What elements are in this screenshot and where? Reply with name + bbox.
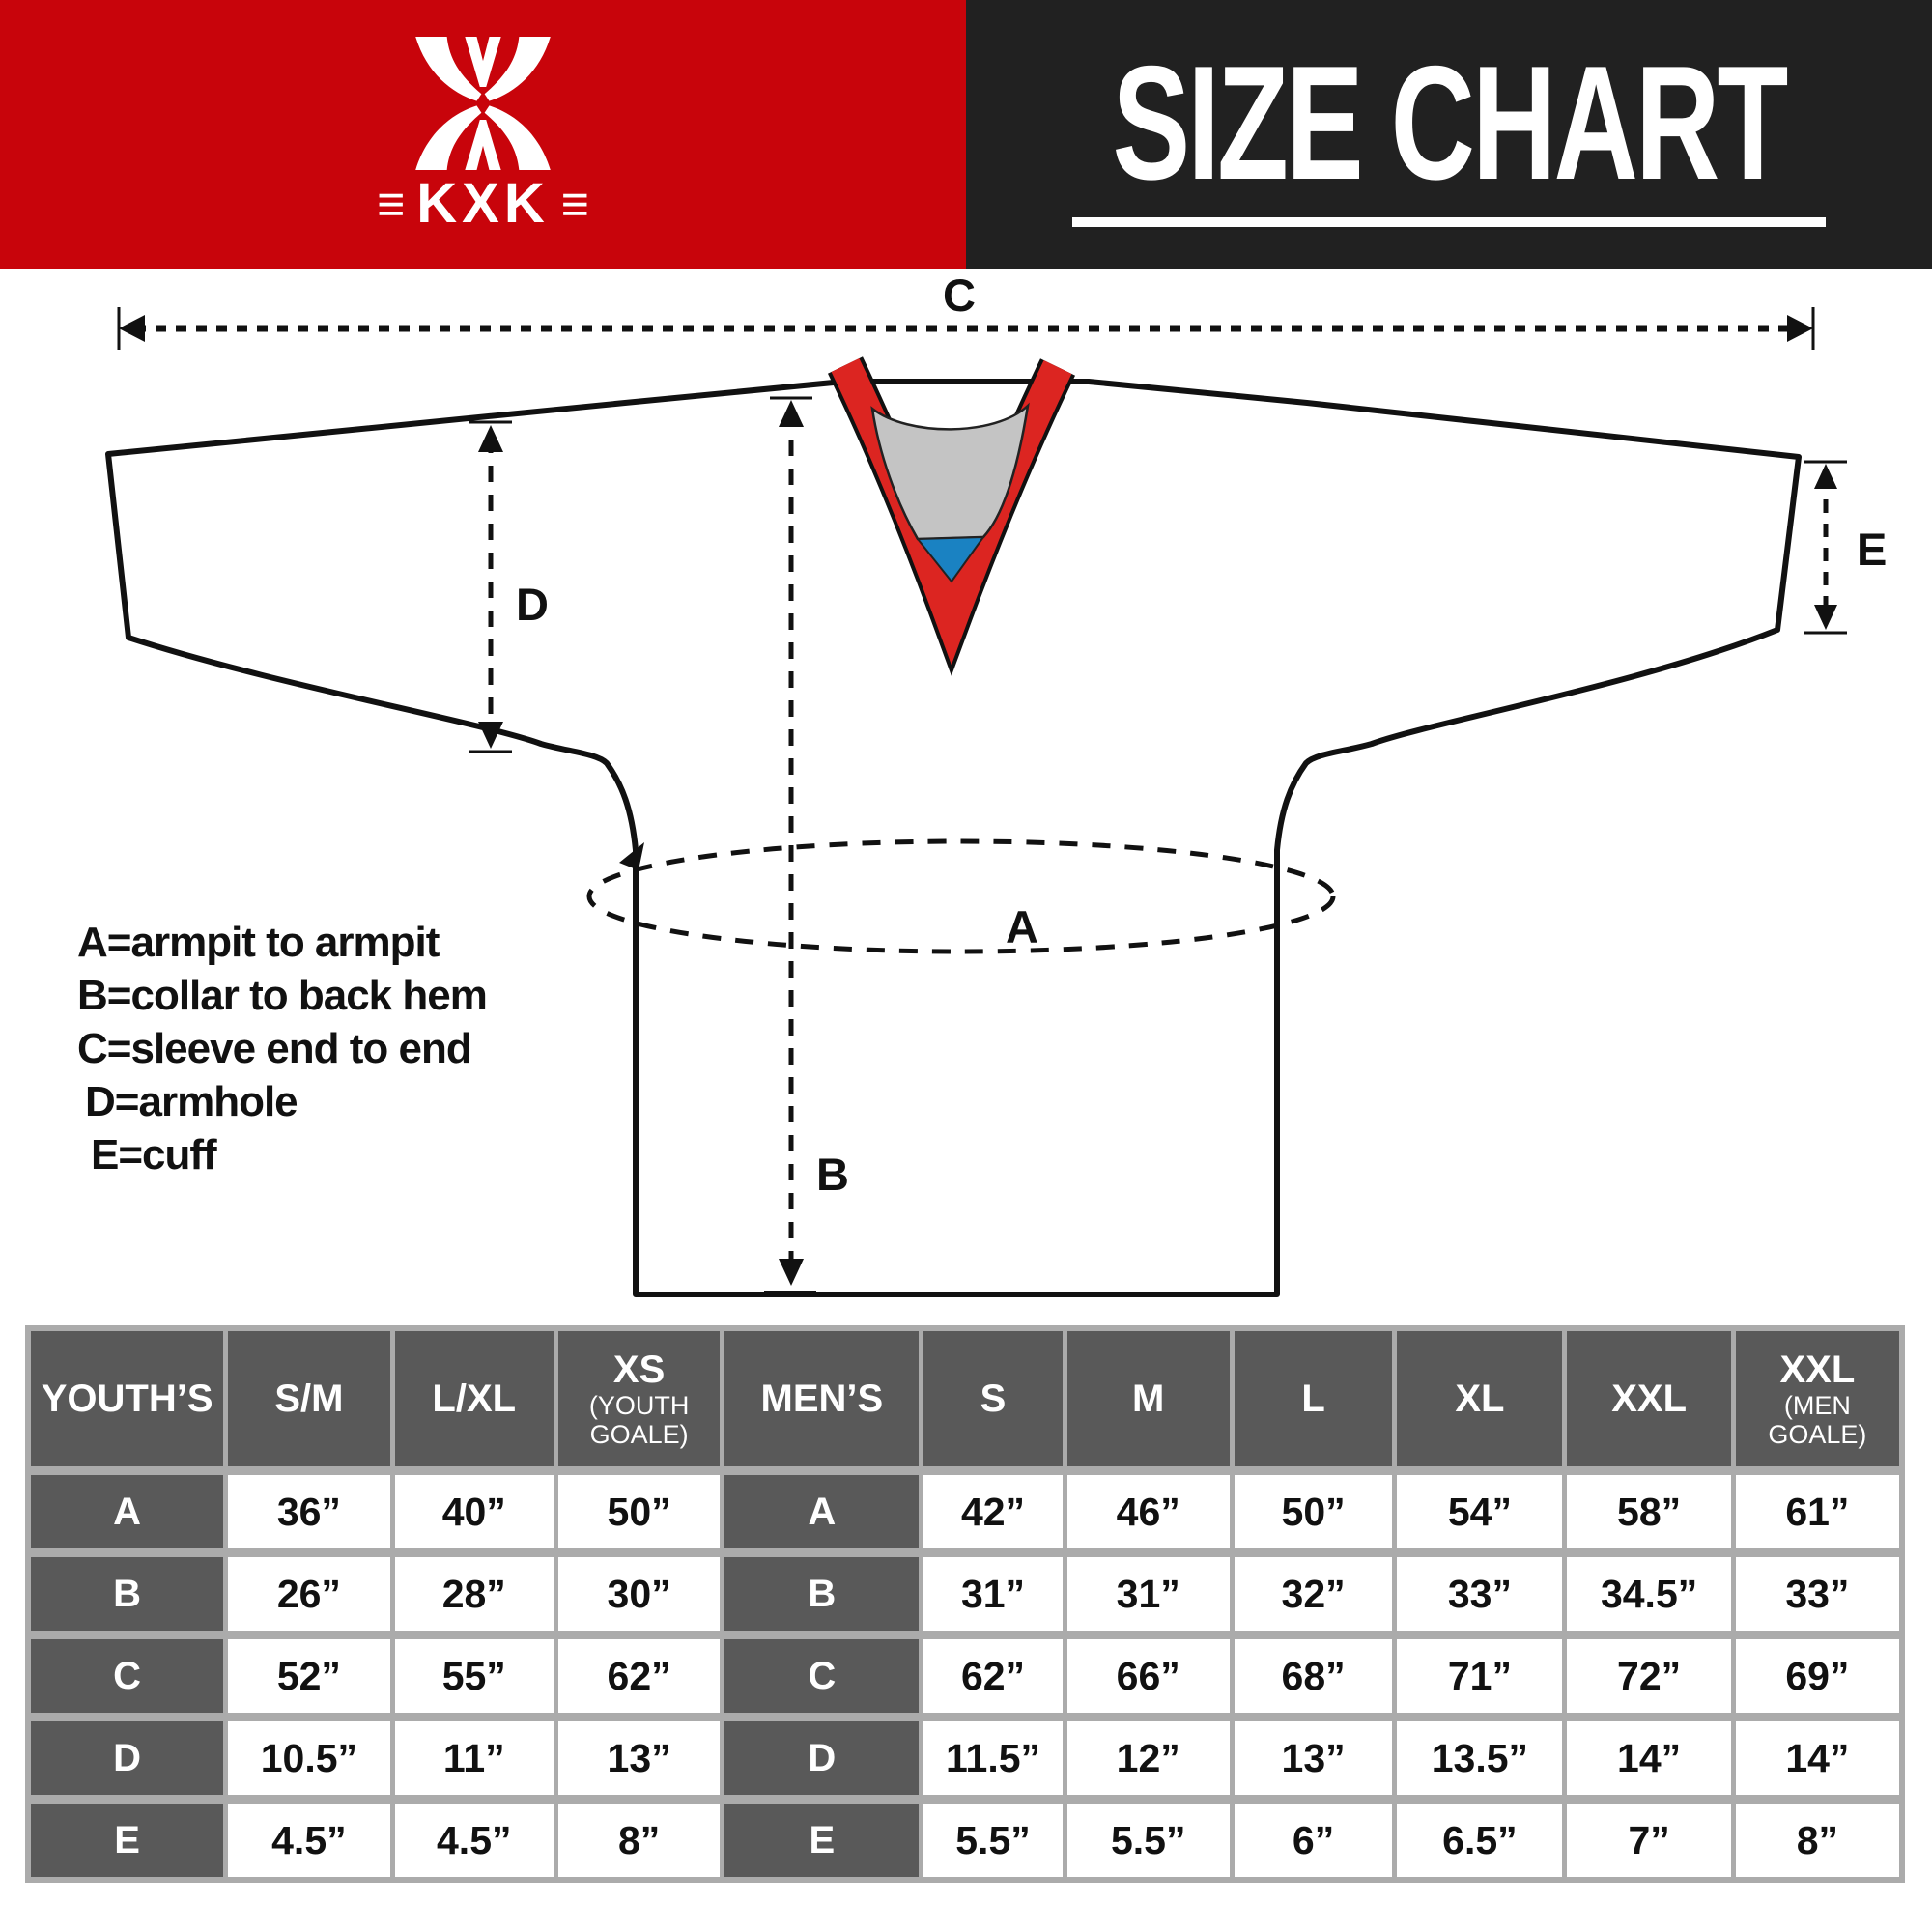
size-value-cell: 8” xyxy=(1735,1804,1899,1877)
size-value-cell: 5.5” xyxy=(1066,1804,1230,1877)
size-value-cell: 52” xyxy=(228,1639,390,1713)
measure-arrow-e: E xyxy=(1804,460,1887,635)
label-d: D xyxy=(516,579,549,630)
row-label-cell: C xyxy=(31,1639,224,1713)
size-value-cell: 71” xyxy=(1397,1639,1563,1713)
row-label-cell: A xyxy=(724,1475,920,1548)
measure-arrow-b: B xyxy=(764,396,849,1294)
size-value-cell: 33” xyxy=(1735,1557,1899,1631)
measure-arrow-c: C xyxy=(117,270,1815,350)
row-label-cell: D xyxy=(31,1721,224,1795)
measure-arrow-d: D xyxy=(469,420,549,753)
size-value-cell: 14” xyxy=(1735,1721,1899,1795)
title-panel: SIZE CHART xyxy=(966,0,1932,269)
size-value-cell: 62” xyxy=(923,1639,1063,1713)
size-value-cell: 13” xyxy=(1234,1721,1393,1795)
size-value-cell: 12” xyxy=(1066,1721,1230,1795)
triple-bar-right-icon: ≡ xyxy=(560,175,589,233)
row-label-cell: B xyxy=(724,1557,920,1631)
size-value-cell: 36” xyxy=(228,1475,390,1548)
legend-line-e: E=cuff xyxy=(91,1131,217,1179)
size-value-cell: 34.5” xyxy=(1567,1557,1731,1631)
size-value-cell: 7” xyxy=(1567,1804,1731,1877)
kxk-logo-icon xyxy=(415,37,551,170)
collar-inner-gray xyxy=(870,402,1030,541)
size-value-cell: 11.5” xyxy=(923,1721,1063,1795)
size-col-header: M xyxy=(1066,1331,1230,1466)
brand-panel: ≡ KXK ≡ xyxy=(0,0,966,269)
legend-line-a: A=armpit to armpit xyxy=(77,919,440,966)
collar-insert-blue xyxy=(915,535,985,583)
row-label-cell: B xyxy=(31,1557,224,1631)
size-value-cell: 31” xyxy=(1066,1557,1230,1631)
size-value-cell: 26” xyxy=(228,1557,390,1631)
row-label-cell: C xyxy=(724,1639,920,1713)
size-value-cell: 68” xyxy=(1234,1639,1393,1713)
title-underline xyxy=(1072,217,1826,227)
size-value-cell: 4.5” xyxy=(394,1804,554,1877)
size-col-header: S xyxy=(923,1331,1063,1466)
size-value-cell: 6.5” xyxy=(1397,1804,1563,1877)
jersey-outline xyxy=(105,379,1802,1297)
collar xyxy=(827,356,1076,676)
brand-name: KXK xyxy=(416,172,550,235)
size-value-cell: 32” xyxy=(1234,1557,1393,1631)
size-value-cell: 8” xyxy=(557,1804,721,1877)
size-value-cell: 40” xyxy=(394,1475,554,1548)
row-label-cell: E xyxy=(724,1804,920,1877)
size-value-cell: 14” xyxy=(1567,1721,1731,1795)
size-col-header: XXL (MEN GOALE) xyxy=(1735,1331,1899,1466)
legend-line-b: B=collar to back hem xyxy=(77,972,488,1019)
size-value-cell: 13.5” xyxy=(1397,1721,1563,1795)
section-header-cell: MEN’S xyxy=(724,1331,920,1466)
size-value-cell: 33” xyxy=(1397,1557,1563,1631)
size-col-header: S/M xyxy=(228,1331,390,1466)
size-col-header: L xyxy=(1234,1331,1393,1466)
size-col-header: L/XL xyxy=(394,1331,554,1466)
label-a: A xyxy=(1006,901,1038,952)
size-value-cell: 62” xyxy=(557,1639,721,1713)
triple-bar-left-icon: ≡ xyxy=(377,175,406,233)
row-label-cell: D xyxy=(724,1721,920,1795)
size-value-cell: 46” xyxy=(1066,1475,1230,1548)
size-value-cell: 28” xyxy=(394,1557,554,1631)
size-col-header: XXL xyxy=(1567,1331,1731,1466)
label-e: E xyxy=(1857,524,1887,575)
size-value-cell: 54” xyxy=(1397,1475,1563,1548)
legend-line-c: C=sleeve end to end xyxy=(77,1025,472,1072)
size-value-cell: 55” xyxy=(394,1639,554,1713)
size-value-cell: 10.5” xyxy=(228,1721,390,1795)
row-label-cell: A xyxy=(31,1475,224,1548)
size-value-cell: 30” xyxy=(557,1557,721,1631)
size-col-header: XL xyxy=(1397,1331,1563,1466)
size-value-cell: 58” xyxy=(1567,1475,1731,1548)
size-value-cell: 4.5” xyxy=(228,1804,390,1877)
size-value-cell: 66” xyxy=(1066,1639,1230,1713)
size-value-cell: 50” xyxy=(1234,1475,1393,1548)
label-c: C xyxy=(943,270,976,321)
section-header-cell: YOUTH’S xyxy=(31,1331,224,1466)
size-value-cell: 72” xyxy=(1567,1639,1731,1713)
size-value-cell: 69” xyxy=(1735,1639,1899,1713)
label-b: B xyxy=(816,1149,849,1200)
size-table: YOUTH’S S/M L/XL XS (YOUTH GOALE) MEN’S S M L XL X… xyxy=(25,1325,1905,1883)
size-value-cell: 5.5” xyxy=(923,1804,1063,1877)
size-value-cell: 6” xyxy=(1234,1804,1393,1877)
measure-ellipse-a: A xyxy=(586,838,1336,954)
size-value-cell: 13” xyxy=(557,1721,721,1795)
size-value-cell: 61” xyxy=(1735,1475,1899,1548)
size-col-header: XS (YOUTH GOALE) xyxy=(557,1331,721,1466)
size-value-cell: 50” xyxy=(557,1475,721,1548)
brand-wordmark: ≡ KXK ≡ xyxy=(377,176,589,232)
size-value-cell: 42” xyxy=(923,1475,1063,1548)
header: ≡ KXK ≡ SIZE CHART xyxy=(0,0,1932,269)
measurement-legend: A=armpit to armpit B=collar to back hem … xyxy=(77,916,657,1181)
page-title: SIZE CHART xyxy=(1112,32,1789,213)
jersey-diagram: C D E xyxy=(105,270,1887,1297)
size-value-cell: 11” xyxy=(394,1721,554,1795)
size-value-cell: 31” xyxy=(923,1557,1063,1631)
row-label-cell: E xyxy=(31,1804,224,1877)
legend-line-d: D=armhole xyxy=(85,1078,298,1125)
